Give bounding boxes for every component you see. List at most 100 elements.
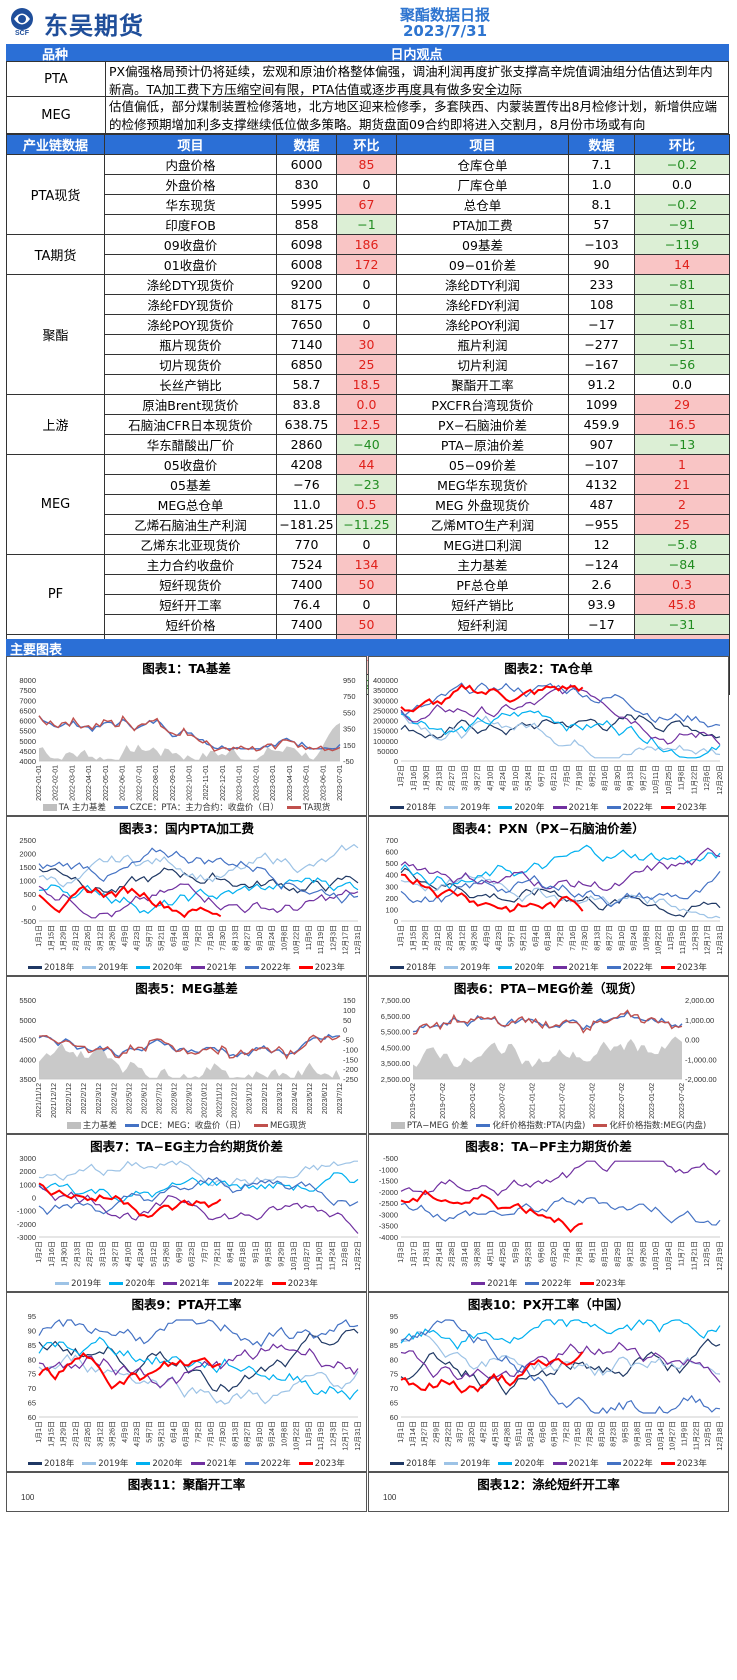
item-name: 短纤现货价 bbox=[104, 574, 277, 595]
item-change: −11.25 bbox=[336, 514, 397, 535]
item-name: MEG总仓单 bbox=[104, 494, 277, 515]
x-tick-label: 9月1日 bbox=[252, 1241, 260, 1263]
x-tick-label: 1月15日 bbox=[47, 925, 55, 951]
legend-item: 2018年 bbox=[390, 1459, 436, 1469]
item-value: 5995 bbox=[276, 194, 337, 215]
x-tick-label: 7月30日 bbox=[219, 925, 227, 951]
y2-tick-label: 750 bbox=[343, 692, 356, 701]
x-tick-label: 12月31日 bbox=[716, 925, 724, 955]
y-tick-label: 600 bbox=[385, 848, 398, 857]
x-tick-label: 2020-01-02 bbox=[470, 1083, 477, 1119]
x-tick-label: 6月18日 bbox=[182, 1421, 190, 1447]
section-label: 上游 bbox=[6, 394, 105, 455]
legend-label: 2020年 bbox=[514, 1459, 545, 1469]
legend-item: 化纤价格指数:PTA(内盘) bbox=[476, 1121, 585, 1131]
x-tick-label: 4月23日 bbox=[133, 925, 141, 951]
x-tick-label: 3月12日 bbox=[96, 1421, 104, 1447]
y-tick-label: 90 bbox=[390, 1326, 398, 1335]
item-value: 7400 bbox=[276, 614, 337, 635]
item-name: 09基差 bbox=[396, 234, 569, 255]
item-name: 华东醋酸出厂价 bbox=[104, 434, 277, 455]
chart-title: 图表3：国内PTA加工费 bbox=[118, 821, 255, 836]
x-tick-label: 1月1日 bbox=[35, 1421, 43, 1443]
col-intraday-view: 日内观点 bbox=[390, 48, 443, 63]
section-label: TA期货 bbox=[6, 234, 105, 275]
item-name: 乙烯石脑油生产利润 bbox=[104, 514, 277, 535]
item-change: 16.5 bbox=[634, 414, 730, 435]
legend-item: 2021年 bbox=[163, 1279, 210, 1289]
item-change: 50 bbox=[336, 614, 397, 635]
line-series bbox=[38, 1172, 359, 1203]
chart-panel: 图表4：PXN（PX−石脑油价差） 700 600 500 400 300 200 100 0 1… bbox=[368, 816, 729, 976]
item-value: 7650 bbox=[276, 314, 337, 335]
item-change: −31 bbox=[634, 614, 730, 635]
item-value: 11.0 bbox=[276, 494, 337, 515]
y-tick-label: -4000 bbox=[379, 1233, 398, 1242]
legend-label: 2021年 bbox=[179, 1279, 210, 1289]
x-tick-label: 2022-07-01 bbox=[136, 765, 143, 801]
y-tick-label: 60 bbox=[390, 1413, 398, 1422]
item-change: −81 bbox=[634, 294, 730, 315]
y2-tick-label: -150 bbox=[343, 1055, 358, 1064]
y-tick-label: -500 bbox=[21, 917, 36, 926]
item-change: −81 bbox=[634, 314, 730, 335]
x-tick-label: 2023-07-01 bbox=[337, 765, 344, 801]
y2-tick-label: -200 bbox=[343, 1065, 358, 1074]
x-tick-label: 2020-07-02 bbox=[500, 1083, 507, 1119]
chart-title: 图表1：TA基差 bbox=[142, 661, 231, 676]
section-label: 聚酯 bbox=[6, 274, 105, 395]
x-tick-label: 1月2日 bbox=[35, 1241, 43, 1263]
line-series bbox=[400, 714, 721, 739]
item-value: 1099 bbox=[568, 394, 635, 415]
x-tick-label: 2月13日 bbox=[435, 765, 443, 791]
item-value: 459.9 bbox=[568, 414, 635, 435]
chart-svg: -500-1000-1500-2000-2500-3000-3500-40001… bbox=[379, 1154, 724, 1271]
x-tick-label: 7月19日 bbox=[576, 765, 584, 791]
x-tick-label: 2月22日 bbox=[444, 1421, 452, 1447]
item-value: 4208 bbox=[276, 454, 337, 475]
x-tick-label: 4月9日 bbox=[483, 925, 491, 947]
chart-title: 图表12：涤纶短纤开工率 bbox=[477, 1477, 620, 1492]
x-tick-label: 2月27日 bbox=[448, 765, 456, 791]
view-table-header: 品种 日内观点 bbox=[6, 44, 729, 63]
legend-label: 2021年 bbox=[206, 963, 237, 973]
chart-panel: 图表8：TA−PF主力期货价差 -500 -1000 -1500 -2000 -2500 -… bbox=[368, 1134, 729, 1292]
line-series bbox=[38, 1353, 359, 1405]
x-tick-label: 9月29日 bbox=[277, 1241, 285, 1267]
legend-item: 2020年 bbox=[498, 1459, 545, 1469]
legend-label: 2018年 bbox=[44, 1459, 75, 1469]
brand-name: 东吴期货 bbox=[44, 12, 144, 40]
y-tick-label: -3000 bbox=[17, 1233, 36, 1242]
legend-label: 2021年 bbox=[568, 963, 599, 973]
y-tick-label: 100000 bbox=[373, 737, 398, 746]
y-tick-label: -2500 bbox=[379, 1199, 398, 1208]
legend-item: 2019年 bbox=[444, 803, 490, 813]
legend-label: 2019年 bbox=[460, 1459, 491, 1469]
y-tick-label: 3000 bbox=[19, 1154, 36, 1163]
y2-tick-label: -50 bbox=[343, 1036, 354, 1045]
item-name: 瓶片利润 bbox=[396, 334, 569, 355]
line-series bbox=[38, 1319, 359, 1348]
item-value: −103 bbox=[568, 234, 635, 255]
x-tick-label: 5月10日 bbox=[512, 765, 520, 791]
item-name: MEG进口利润 bbox=[396, 534, 569, 555]
x-tick-label: 11月19日 bbox=[317, 1421, 325, 1450]
x-tick-label: 8月13日 bbox=[231, 1421, 239, 1447]
x-tick-label: 6月20日 bbox=[550, 1241, 558, 1267]
view-row-meg: MEG 估值偏低，部分煤制装置检修落地，北方地区迎来检修季，多套陕西、内蒙装置传… bbox=[6, 96, 729, 134]
line-series bbox=[38, 1160, 358, 1189]
legend-label: 2023年 bbox=[595, 1279, 626, 1289]
legend-label: 2023年 bbox=[314, 1459, 345, 1469]
line-series bbox=[38, 1336, 359, 1401]
y-tick-label: -1500 bbox=[379, 1177, 398, 1186]
th-value-2: 数据 bbox=[568, 134, 635, 155]
y-tick-label: 2,500.00 bbox=[381, 1075, 410, 1084]
x-tick-label: 2023/3/12 bbox=[277, 1083, 284, 1114]
item-name: MEG 外盘现货价 bbox=[396, 494, 569, 515]
x-tick-label: 1月15日 bbox=[409, 925, 417, 951]
item-change: −40 bbox=[336, 434, 397, 455]
x-tick-label: 2023/5/12 bbox=[307, 1083, 314, 1114]
legend-item: 2022年 bbox=[606, 1459, 653, 1469]
